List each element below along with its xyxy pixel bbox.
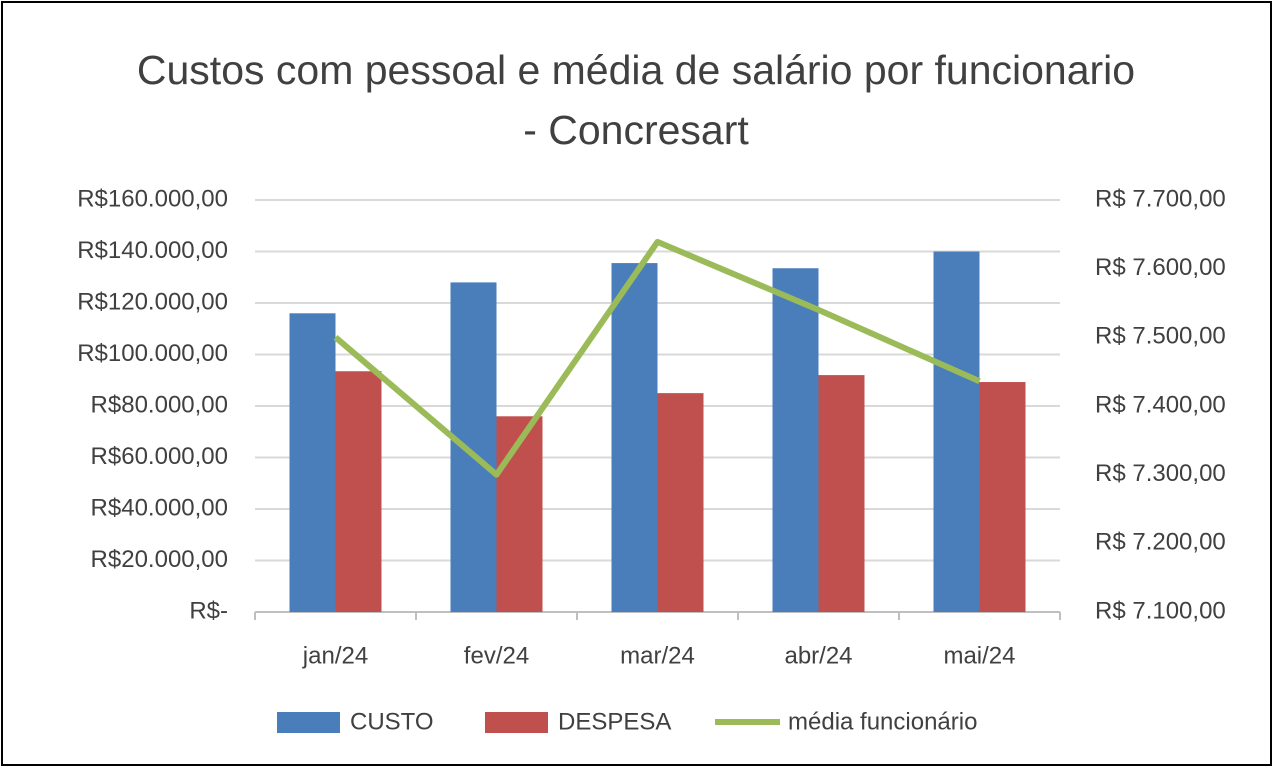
y2-tick-label: R$ 7.500,00	[1095, 323, 1226, 350]
bar	[933, 251, 980, 612]
bar	[611, 263, 658, 612]
y2-tick-label: R$ 7.100,00	[1095, 597, 1226, 624]
line-series	[333, 238, 981, 478]
x-tick-label: mar/24	[620, 642, 695, 669]
legend-label: DESPESA	[558, 708, 671, 735]
y-tick-label: R$40.000,00	[91, 494, 228, 521]
x-tick-label: mai/24	[943, 642, 1015, 669]
bar	[335, 371, 382, 612]
y-tick-label: R$100.000,00	[77, 340, 228, 367]
bar	[979, 382, 1026, 612]
legend-label: média funcionário	[788, 708, 977, 735]
bar	[496, 416, 543, 612]
y-tick-label: R$120.000,00	[77, 288, 228, 315]
bar	[657, 393, 704, 612]
legend-swatch	[277, 712, 340, 733]
y-tick-label: R$-	[189, 597, 228, 624]
y-tick-label: R$140.000,00	[77, 237, 228, 264]
bar	[289, 313, 336, 612]
legend-label: CUSTO	[350, 708, 434, 735]
x-tick-label: fev/24	[464, 642, 529, 669]
chart-title: Custos com pessoal e média de salário po…	[136, 47, 1136, 153]
y2-tick-label: R$ 7.600,00	[1095, 254, 1226, 281]
y-tick-label: R$60.000,00	[91, 443, 228, 470]
bar	[450, 282, 497, 612]
x-tick-label: abr/24	[784, 642, 852, 669]
y-tick-label: R$80.000,00	[91, 391, 228, 418]
bar	[818, 375, 865, 612]
legend-swatch	[485, 712, 548, 733]
y2-tick-label: R$ 7.300,00	[1095, 460, 1226, 487]
y2-tick-label: R$ 7.700,00	[1095, 185, 1226, 212]
x-tick-label: jan/24	[302, 642, 368, 669]
y-tick-label: R$160.000,00	[77, 185, 228, 212]
y-tick-label: R$20.000,00	[91, 546, 228, 573]
y2-tick-label: R$ 7.400,00	[1095, 391, 1226, 418]
bar	[772, 268, 819, 612]
y2-tick-label: R$ 7.200,00	[1095, 529, 1226, 556]
